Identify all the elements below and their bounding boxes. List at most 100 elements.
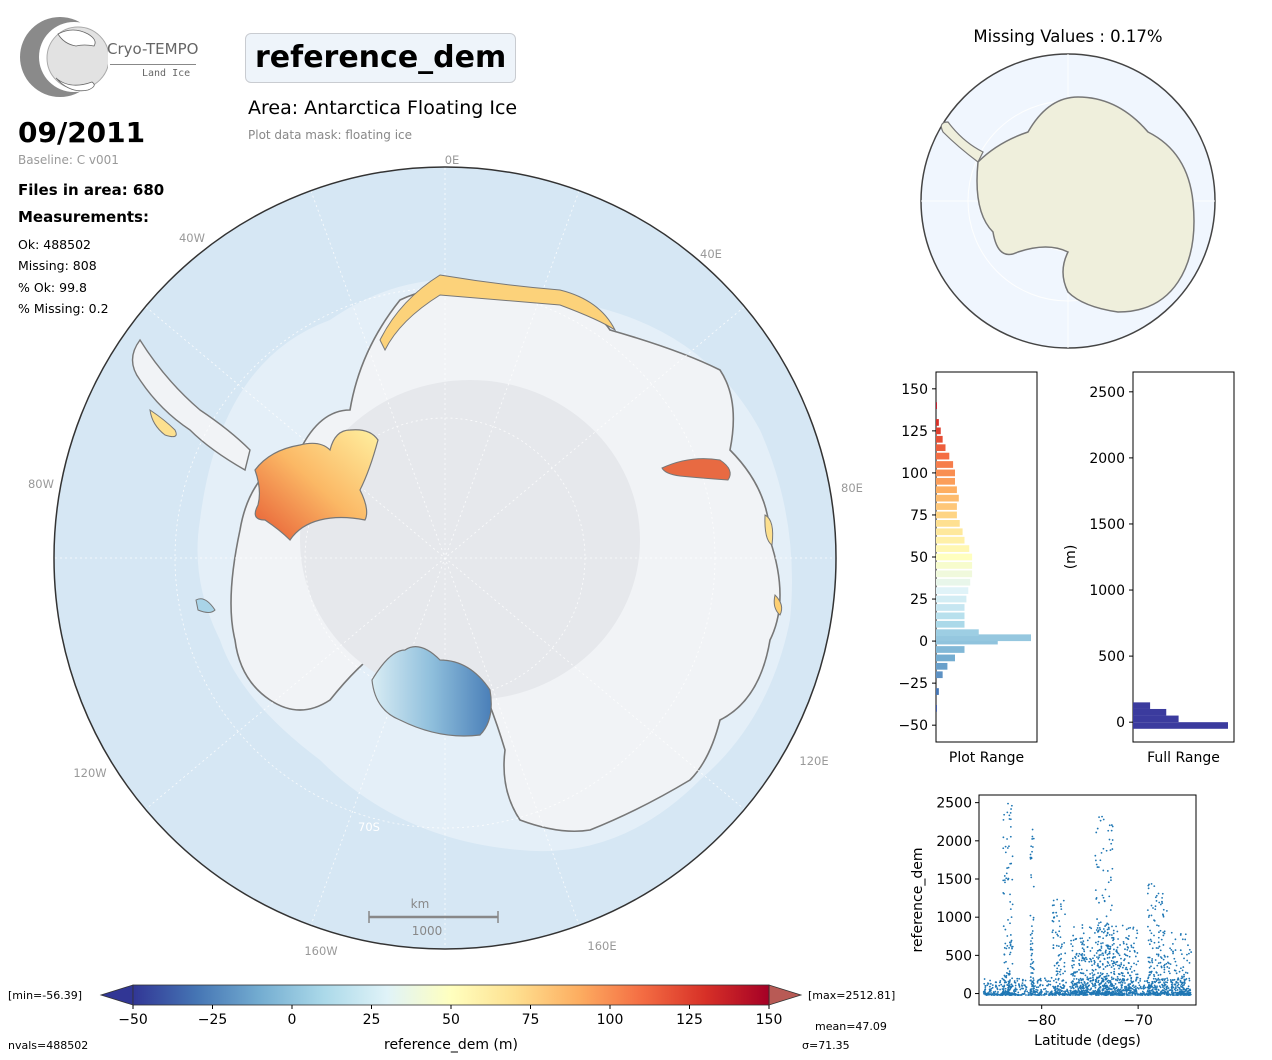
scatter-point bbox=[1011, 947, 1013, 950]
scatter-point bbox=[1150, 940, 1153, 943]
date-label: 09/2011 bbox=[18, 116, 146, 149]
scatter-point bbox=[1042, 993, 1045, 996]
scatter-point bbox=[1105, 990, 1108, 993]
scatter-point bbox=[1109, 945, 1112, 948]
scatter-point bbox=[1051, 931, 1054, 934]
coastal-shelves-north bbox=[379, 274, 617, 352]
scatter-point bbox=[1029, 948, 1032, 951]
scatter-point bbox=[1029, 979, 1032, 982]
scatter-point bbox=[1097, 979, 1100, 982]
scatter-point bbox=[1097, 930, 1100, 933]
scatter-point bbox=[1091, 972, 1094, 974]
scatter-point bbox=[1132, 928, 1135, 930]
scatter-point bbox=[1007, 984, 1009, 987]
scatter-point bbox=[1126, 954, 1129, 957]
scatter-point bbox=[1008, 981, 1011, 984]
scatter-point bbox=[1148, 943, 1151, 946]
scatter-point bbox=[1039, 977, 1042, 980]
scatter-point bbox=[1123, 992, 1126, 995]
scatter-point bbox=[1174, 989, 1177, 992]
scatter-point bbox=[1083, 957, 1086, 960]
scatter-point bbox=[1052, 936, 1055, 939]
scatter-point bbox=[1035, 994, 1038, 996]
scatter-point bbox=[1033, 993, 1036, 996]
scatter-point bbox=[1095, 979, 1098, 982]
scatter-point bbox=[1093, 959, 1096, 962]
lat-label: 70S bbox=[358, 820, 380, 834]
scatter-point bbox=[1005, 872, 1008, 875]
scatter-point bbox=[1076, 986, 1079, 988]
scatter-point bbox=[1071, 985, 1074, 988]
scatter-point bbox=[1118, 973, 1121, 976]
scatter-point bbox=[1030, 876, 1033, 879]
scatter-point bbox=[1081, 953, 1084, 955]
scatter-point bbox=[1112, 964, 1115, 967]
scatter-point bbox=[1002, 987, 1005, 990]
scatter-point bbox=[1166, 966, 1169, 968]
scatter-point bbox=[1139, 985, 1142, 988]
scatter-point bbox=[1169, 989, 1172, 991]
y-tick-label: 500 bbox=[1098, 649, 1125, 665]
x-axis-label: Plot Range bbox=[949, 750, 1024, 766]
scatter-point bbox=[1113, 972, 1115, 975]
scatter-point bbox=[1158, 945, 1161, 948]
scatter-point bbox=[1072, 939, 1075, 942]
colorbar-tick-label: 150 bbox=[756, 1012, 783, 1028]
scatter-point bbox=[1130, 946, 1133, 948]
scatter-point bbox=[991, 986, 994, 989]
scatter-point bbox=[1159, 986, 1162, 989]
scatter-point bbox=[1002, 986, 1005, 988]
scatter-point bbox=[1106, 922, 1109, 925]
histogram-bar bbox=[936, 520, 960, 527]
scatter-point bbox=[1175, 964, 1178, 967]
scatter-point bbox=[1176, 989, 1179, 991]
scatter-point bbox=[1096, 827, 1099, 830]
scatter-point bbox=[1117, 952, 1120, 955]
scatter-point bbox=[1163, 932, 1166, 935]
scatter-point bbox=[1169, 979, 1172, 981]
sigma-label: σ=71.35 bbox=[802, 1039, 850, 1052]
scatter-point bbox=[1013, 980, 1016, 982]
scatter-point bbox=[1078, 952, 1081, 955]
scatter-point bbox=[1072, 960, 1075, 962]
scatter-point bbox=[1056, 898, 1059, 901]
scatter-point bbox=[1113, 942, 1115, 945]
scatter-point bbox=[1071, 964, 1073, 967]
scatter-point bbox=[1181, 969, 1184, 972]
scatter-point bbox=[1047, 990, 1049, 993]
logo-subtitle: Land Ice bbox=[142, 68, 191, 79]
scatter-point bbox=[1121, 924, 1124, 927]
scatter-point bbox=[1063, 985, 1066, 987]
scatter-point bbox=[1052, 929, 1054, 932]
scatter-point bbox=[1114, 978, 1117, 981]
scatter-point bbox=[1078, 962, 1080, 965]
scatter-point bbox=[1043, 992, 1046, 995]
scatter-point bbox=[1163, 971, 1166, 974]
scatter-point bbox=[1174, 987, 1177, 990]
scatter-point bbox=[1129, 950, 1131, 953]
min-label: [min=-56.39] bbox=[8, 989, 82, 1002]
scatter-point bbox=[1097, 963, 1099, 965]
scatter-point bbox=[1057, 977, 1060, 980]
scatter-point bbox=[1151, 947, 1154, 950]
scatter-point bbox=[1051, 992, 1054, 995]
scatter-point bbox=[1082, 986, 1085, 988]
scatter-point bbox=[1070, 943, 1073, 945]
scatter-point bbox=[1056, 967, 1059, 970]
scatter-point bbox=[1003, 875, 1006, 877]
scatter-point bbox=[1057, 934, 1059, 937]
scatter-point bbox=[1093, 990, 1096, 993]
scatter-point bbox=[1165, 910, 1168, 912]
scatter-point bbox=[1081, 947, 1084, 950]
scatter-point bbox=[1043, 988, 1045, 991]
scatter-point bbox=[1048, 994, 1051, 996]
scatter-point bbox=[1004, 991, 1006, 994]
scatter-point bbox=[1007, 986, 1010, 989]
scatter-point bbox=[1035, 988, 1038, 991]
scatter-point bbox=[1065, 981, 1067, 984]
scatter-point bbox=[1171, 987, 1173, 990]
scatter-point bbox=[1052, 911, 1055, 914]
scatter-point bbox=[1183, 983, 1186, 986]
scatter-point bbox=[1103, 957, 1106, 960]
scatter-point bbox=[1092, 992, 1095, 995]
